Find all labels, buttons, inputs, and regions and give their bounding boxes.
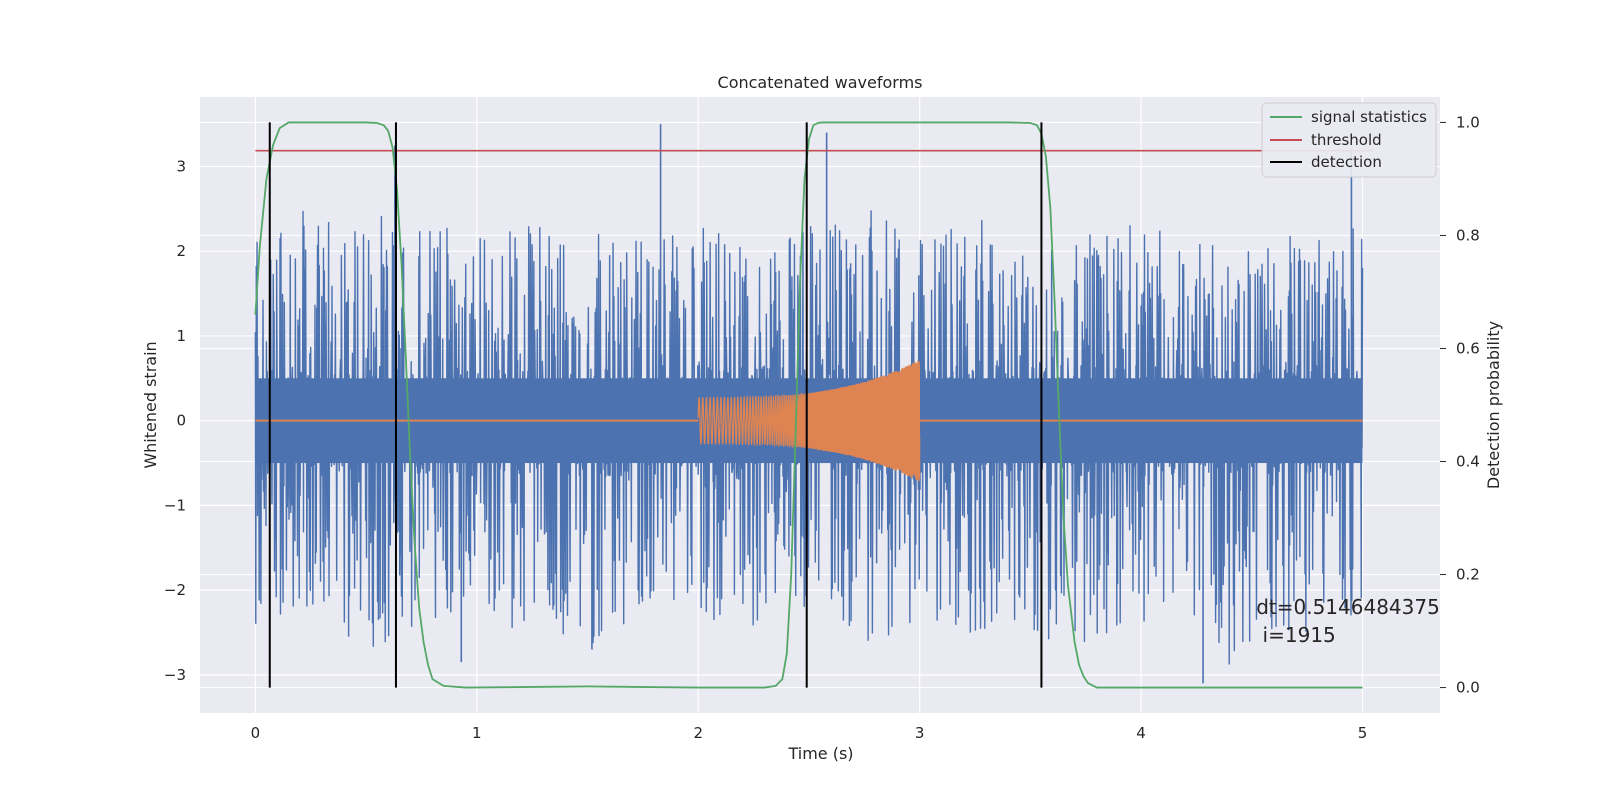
y2-tick-label-1: 0.2 <box>1456 566 1480 584</box>
axis-ticks: 0 1 2 3 4 5 −3 −2 −1 0 1 2 3 0.0 0.2 0.4 0.6 0.8 1.0 <box>164 113 1480 742</box>
y-tick-label-4: 1 <box>176 327 186 345</box>
x-tick-label-4: 4 <box>1136 724 1146 742</box>
x-tick-label-1: 1 <box>472 724 482 742</box>
y-axis-label: Whitened strain <box>141 341 160 468</box>
y2-tick-label-5: 1.0 <box>1456 113 1480 131</box>
x-tick-label-2: 2 <box>693 724 703 742</box>
y-tick-label-5: 2 <box>176 242 186 260</box>
y2-axis-label: Detection probability <box>1484 321 1503 489</box>
annotation-dt: dt=0.5146484375 <box>1256 595 1440 619</box>
annotation-index: i=1915 <box>1256 623 1336 647</box>
chart-title: Concatenated waveforms <box>718 73 923 92</box>
legend-label-signal-statistics: signal statistics <box>1311 108 1427 126</box>
y2-tick-label-4: 0.8 <box>1456 226 1480 244</box>
legend: signal statistics threshold detection <box>1261 102 1437 178</box>
y-tick-label-0: −3 <box>164 666 186 684</box>
y2-tick-label-2: 0.4 <box>1456 453 1480 471</box>
legend-label-threshold: threshold <box>1311 131 1382 149</box>
legend-box <box>1261 102 1437 178</box>
y2-tick-label-3: 0.6 <box>1456 339 1480 357</box>
x-axis-label: Time (s) <box>787 744 853 763</box>
injection-chirp-trace <box>697 360 921 482</box>
x-tick-label-0: 0 <box>251 724 261 742</box>
y-tick-label-1: −2 <box>164 581 186 599</box>
y2-tick-label-0: 0.0 <box>1456 679 1480 697</box>
x-tick-label-3: 3 <box>915 724 925 742</box>
y-tick-label-3: 0 <box>176 412 186 430</box>
plot-marks <box>254 121 1374 689</box>
y-tick-label-6: 3 <box>176 157 186 175</box>
x-tick-label-5: 5 <box>1358 724 1368 742</box>
legend-label-detection: detection <box>1311 153 1382 171</box>
signal-statistics-line <box>254 121 1363 689</box>
y-tick-label-2: −1 <box>164 496 186 514</box>
